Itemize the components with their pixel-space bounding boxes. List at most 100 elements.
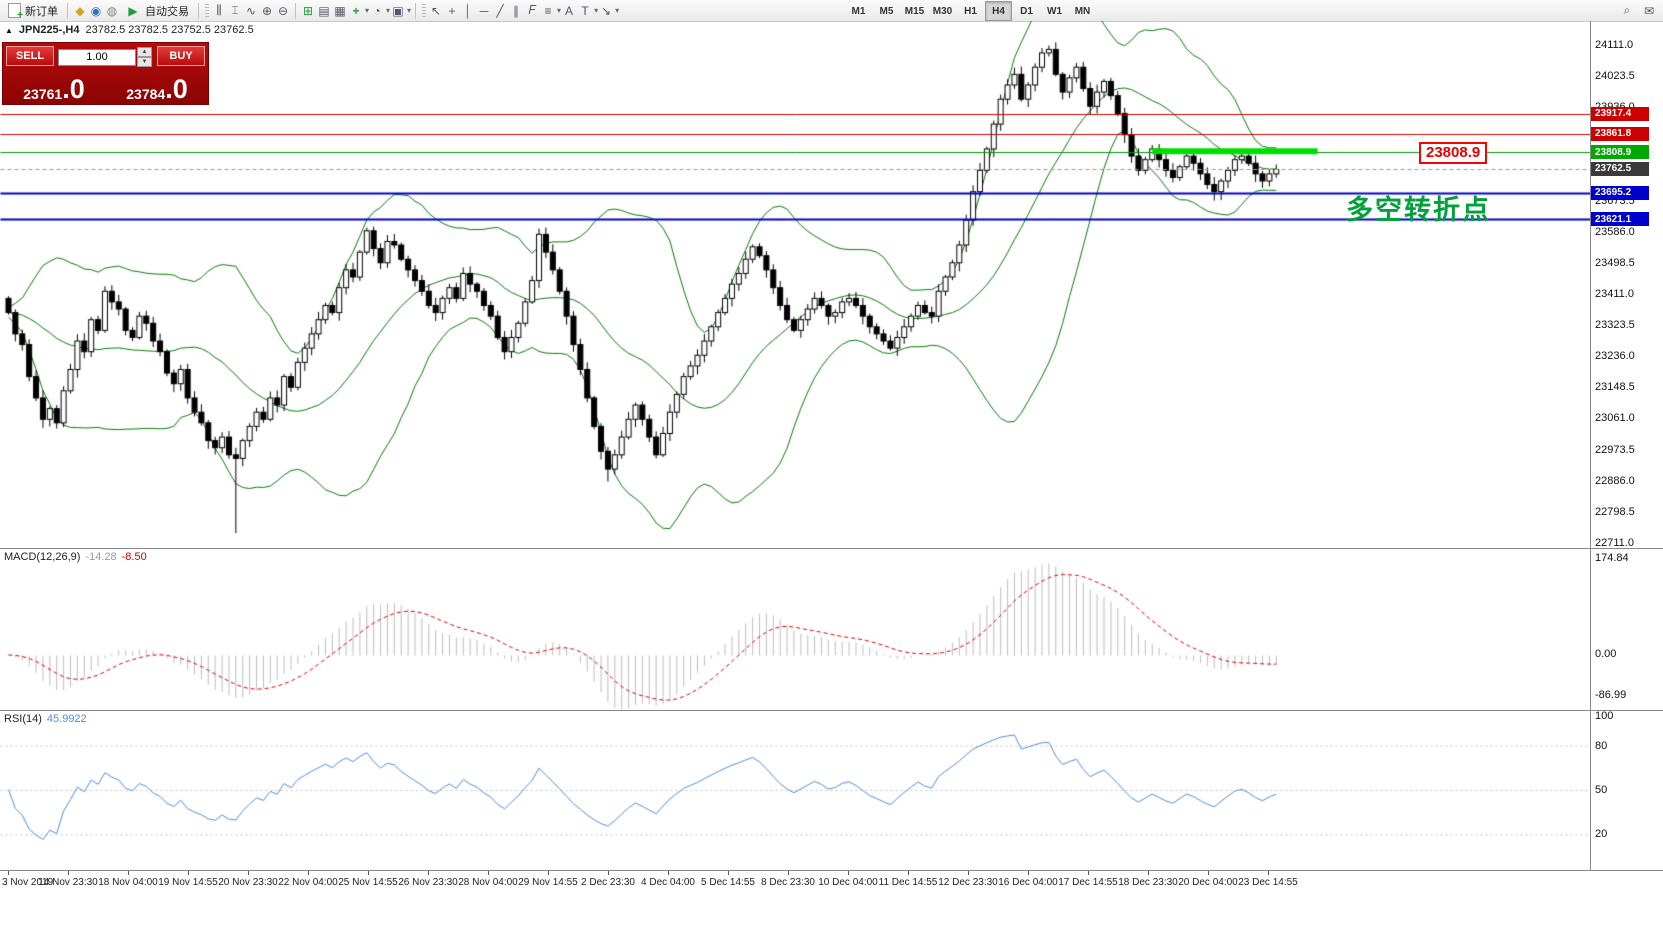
time-tick	[908, 871, 909, 875]
autotrading-button[interactable]: ▶ 自动交易	[120, 2, 194, 20]
timeframe-button-m1[interactable]: M1	[851, 5, 866, 17]
timeframe-button-h4[interactable]: H4	[985, 1, 1012, 21]
price-axis-label: 23323.5	[1595, 319, 1635, 332]
text-tool-icon[interactable]: A	[565, 3, 574, 18]
crosshair-tool-icon[interactable]: +	[448, 3, 456, 18]
rsi-axis-label: 50	[1595, 784, 1608, 796]
arrows-tool-icon[interactable]: ↘	[601, 3, 612, 18]
new-order-button[interactable]: + 新订单	[3, 2, 63, 21]
macd-panel-canvas[interactable]	[0, 549, 1590, 710]
time-axis-label: 2 Dec 23:30	[581, 877, 635, 888]
sell-label: SELL	[15, 50, 45, 62]
price-axis-label: 23586.0	[1595, 225, 1635, 238]
community-icon[interactable]: ◉	[90, 3, 102, 18]
periods-dropdown-icon[interactable]: ▾	[386, 6, 391, 15]
time-tick	[1268, 871, 1269, 875]
arrows-dropdown-icon[interactable]: ▾	[615, 6, 620, 15]
zoom-in-icon[interactable]: ⊕	[261, 3, 273, 18]
macd-panel-separator[interactable]	[0, 548, 1663, 549]
price-level-badge: 23861.8	[1591, 126, 1649, 141]
candlestick-chart-type-icon[interactable]: ⌶	[231, 3, 239, 17]
rsi-axis-label: 20	[1595, 828, 1608, 841]
new-chart-icon[interactable]: ⊞	[302, 3, 314, 18]
buy-label-button[interactable]: BUY	[157, 46, 205, 66]
time-axis-label: 10 Dec 04:00	[818, 877, 878, 888]
timeframe-button-d1[interactable]: D1	[1020, 5, 1033, 17]
channel-tool-icon[interactable]: ∥	[513, 3, 520, 18]
cursor-tool-icon[interactable]: ↖	[431, 3, 442, 18]
templates-dropdown-icon[interactable]: ▾	[407, 6, 412, 15]
mql5-market-icon[interactable]: ◆	[75, 3, 85, 18]
time-axis-label: 5 Dec 14:55	[701, 877, 755, 888]
indicators-dropdown-icon[interactable]: ▾	[365, 6, 370, 15]
buy-price: 23784.0	[106, 74, 208, 105]
price-tag-label[interactable]: 23808.9	[1419, 142, 1488, 164]
horizontal-line-tool-icon[interactable]: ─	[479, 3, 489, 18]
price-axis-label: 22973.5	[1595, 443, 1635, 456]
volume-decrease-button[interactable]: ▼	[137, 57, 152, 67]
label-dropdown-icon[interactable]: ▾	[594, 6, 599, 15]
rsi-axis-label: 80	[1595, 739, 1608, 752]
shapes-dropdown-icon[interactable]: ▾	[557, 6, 562, 15]
sell-label-button[interactable]: SELL	[6, 46, 54, 66]
timeframe-button-m30[interactable]: M30	[932, 5, 953, 17]
main-toolbar: + 新订单 ◆ ◉ ◍ ▶ 自动交易 ⫼ ⌶ ∿ ⊕ ⊖ ⊞ ▤ ▦ + ▾ ◔ ▾…	[0, 0, 1663, 22]
time-axis-label: 28 Nov 04:00	[458, 877, 518, 888]
sell-price-pips: .0	[62, 74, 85, 105]
time-axis-label: 11 Dec 14:55	[878, 877, 938, 888]
chat-icon[interactable]: ✉	[1643, 3, 1655, 18]
time-tick	[1208, 871, 1209, 875]
time-tick	[188, 871, 189, 875]
price-axis-label: 23498.5	[1595, 256, 1635, 269]
price-axis-separator	[1590, 21, 1591, 890]
rsi-value: 45.9922	[46, 713, 87, 725]
vertical-line-tool-icon[interactable]: │	[464, 3, 472, 18]
time-tick	[668, 871, 669, 875]
time-tick	[968, 871, 969, 875]
buy-price-pips: .0	[165, 74, 188, 105]
price-axis-label: 23236.0	[1595, 350, 1635, 363]
timeframe-button-m15[interactable]: M15	[904, 5, 925, 17]
time-axis-label: 19 Nov 14:55	[158, 877, 218, 888]
timeframe-toolbar: M1 M5 M15 M30 H1 H4 D1 W1 MN	[845, 1, 1096, 21]
rsi-panel-canvas[interactable]	[0, 711, 1590, 870]
time-tick	[248, 871, 249, 875]
sell-button[interactable]: SELL 23761.0	[3, 43, 105, 104]
time-tick	[848, 871, 849, 875]
rsi-panel-separator[interactable]	[0, 710, 1663, 711]
time-axis-label: 8 Dec 23:30	[761, 877, 815, 888]
toolbar-separator	[198, 2, 199, 19]
price-level-badge: 23621.1	[1591, 212, 1649, 227]
timeframe-button-h1[interactable]: H1	[964, 5, 977, 17]
line-chart-type-icon[interactable]: ∿	[245, 3, 257, 18]
price-level-badge: 23762.5	[1591, 161, 1649, 176]
timeframe-button-m5[interactable]: M5	[879, 5, 894, 17]
search-icon[interactable]: ⌕	[1623, 3, 1631, 17]
timeframe-button-w1[interactable]: W1	[1047, 5, 1062, 17]
shapes-tool-icon[interactable]: ≡	[544, 3, 552, 18]
fibonacci-tool-icon[interactable]: 𝐹	[528, 3, 536, 17]
price-axis-label: 23411.0	[1595, 287, 1634, 300]
cascade-windows-icon[interactable]: ▤	[318, 3, 330, 18]
rsi-legend: RSI(14) 45.9922	[4, 713, 87, 725]
timeframe-button-mn[interactable]: MN	[1074, 5, 1091, 17]
templates-icon[interactable]: ▣	[392, 3, 404, 18]
tile-windows-icon[interactable]: ▦	[334, 3, 346, 18]
trendline-tool-icon[interactable]: ╱	[496, 3, 504, 18]
bar-chart-type-icon[interactable]: ⫼	[216, 3, 222, 17]
volume-input[interactable]	[58, 48, 136, 66]
zoom-out-icon[interactable]: ⊖	[277, 3, 289, 18]
turning-point-annotation[interactable]: 多空转折点	[1346, 195, 1491, 225]
indicators-icon[interactable]: +	[352, 3, 360, 18]
volume-increase-button[interactable]: ▲	[137, 47, 152, 57]
periods-icon[interactable]: ◔	[373, 3, 381, 18]
label-tool-icon[interactable]: T	[581, 3, 589, 18]
price-level-badge: 23917.4	[1591, 106, 1649, 121]
buy-button[interactable]: BUY 23784.0	[106, 43, 208, 104]
price-axis-label: 22886.0	[1595, 474, 1635, 487]
main-chart-canvas[interactable]	[0, 21, 1590, 548]
macd-axis-label: 174.84	[1595, 552, 1629, 564]
sell-price: 23761.0	[3, 74, 105, 105]
help-icon[interactable]: ◍	[106, 3, 118, 18]
